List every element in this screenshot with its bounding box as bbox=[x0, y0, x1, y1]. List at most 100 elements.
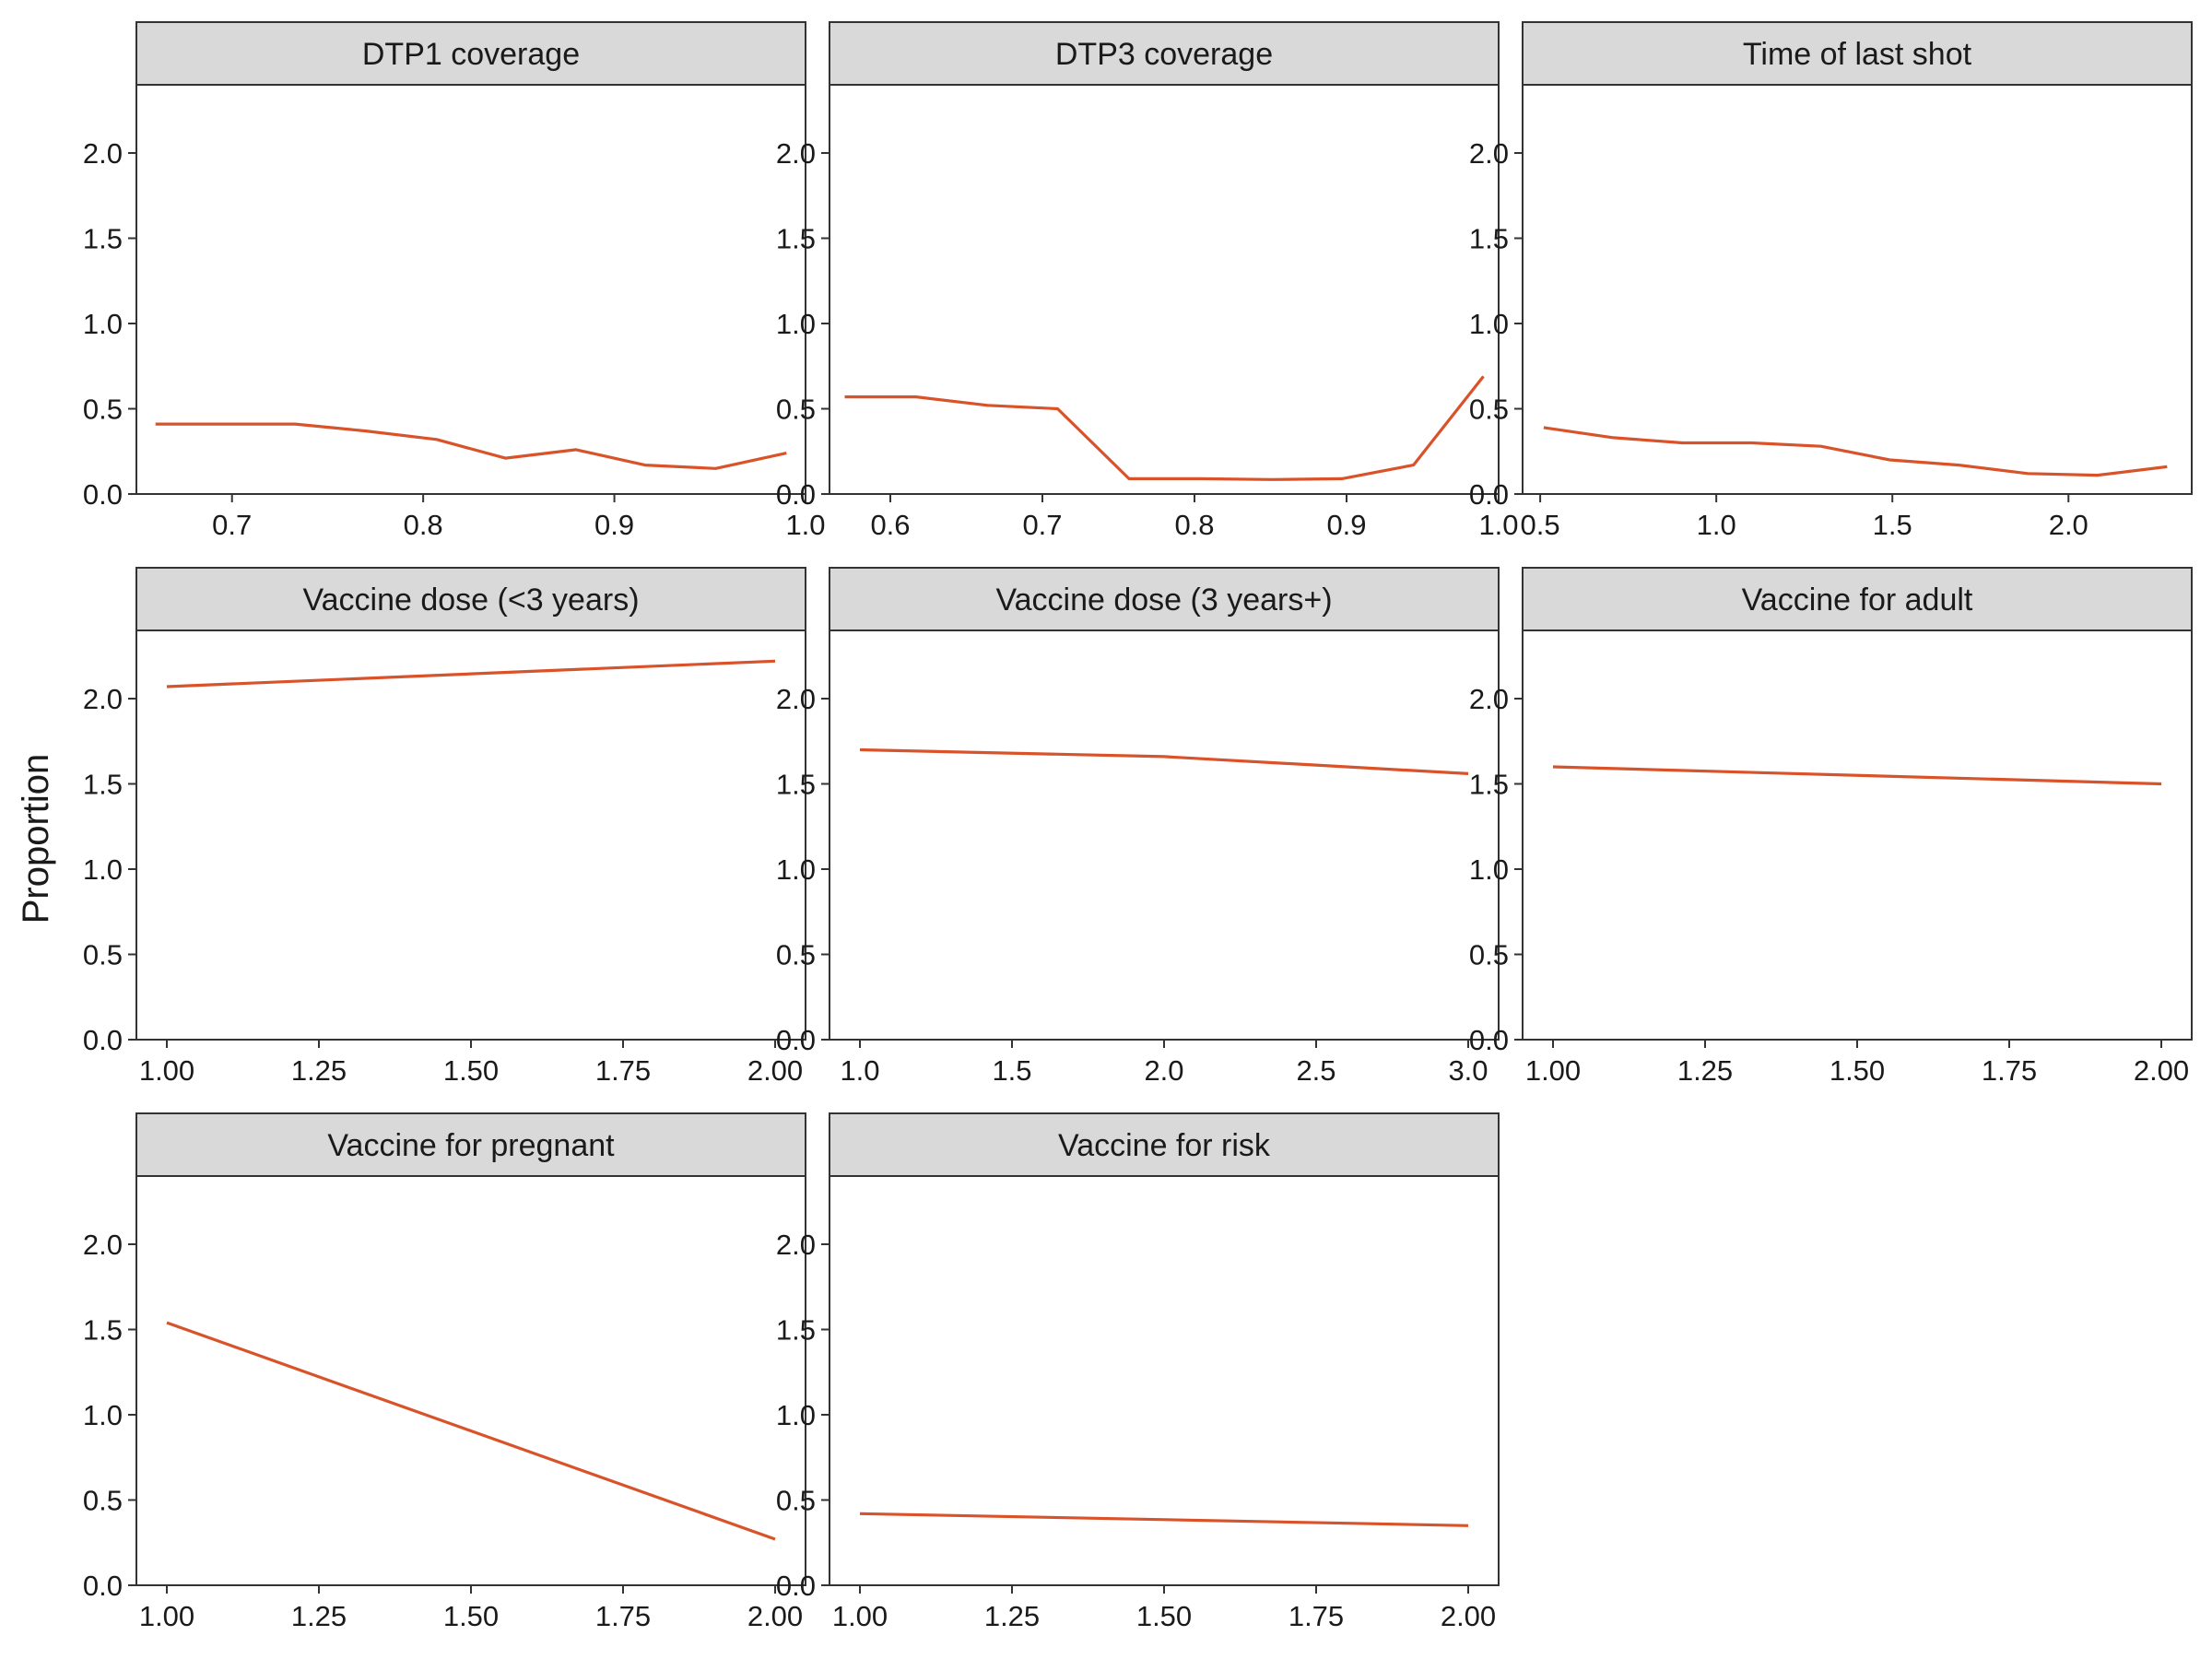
facet-strip-label: DTP3 coverage bbox=[1055, 37, 1273, 72]
facet-strip bbox=[1522, 21, 2193, 86]
facet-panel: Vaccine for adult 0.0 0.5 1.0 1.5 2.0 1.00 1.25… bbox=[1469, 567, 2193, 1087]
facet-panel: Vaccine for pregnant 0.0 0.5 1.0 1.5 2.0 1.00 1… bbox=[83, 1112, 806, 1632]
plot-panel bbox=[829, 84, 1500, 495]
x-tick-label: 1.00 bbox=[139, 1600, 194, 1632]
plot-panel bbox=[135, 84, 806, 495]
series-line bbox=[155, 422, 787, 470]
facet-strip bbox=[135, 1112, 806, 1177]
series-line bbox=[166, 1321, 776, 1541]
x-tick-label: 1.25 bbox=[984, 1600, 1040, 1632]
x-tick-label: 2.00 bbox=[2134, 1054, 2189, 1087]
y-tick-label: 0.0 bbox=[1469, 478, 1509, 511]
plot-panel bbox=[135, 1175, 806, 1586]
plot-panel bbox=[1522, 84, 2193, 495]
y-tick-label: 2.0 bbox=[83, 683, 123, 715]
x-tick-label: 1.50 bbox=[1830, 1054, 1885, 1087]
x-tick-label: 1.50 bbox=[443, 1054, 499, 1087]
x-tick-label: 2.0 bbox=[2049, 509, 2088, 541]
x-tick-label: 1.50 bbox=[443, 1600, 499, 1632]
y-tick-label: 0.0 bbox=[776, 1024, 816, 1056]
y-tick-label: 0.5 bbox=[776, 1485, 816, 1517]
y-tick-label: 2.0 bbox=[1469, 683, 1509, 715]
facet-strip bbox=[135, 567, 806, 631]
x-tick-label: 0.7 bbox=[212, 509, 252, 541]
facet-strip-label: Vaccine dose (<3 years) bbox=[302, 582, 639, 618]
y-tick-label: 1.5 bbox=[1469, 223, 1509, 255]
y-tick-label: 1.0 bbox=[776, 853, 816, 886]
y-axis-title: Proportion bbox=[16, 754, 56, 924]
facet-panel: DTP1 coverage 0.0 0.5 1.0 1.5 2.0 0.7 0.8 0.9 1.0 bbox=[83, 21, 826, 541]
y-tick-label: 0.0 bbox=[83, 1570, 123, 1602]
y-tick-label: 1.5 bbox=[776, 769, 816, 801]
y-tick-label: 0.5 bbox=[776, 394, 816, 426]
x-tick-label: 1.00 bbox=[139, 1054, 194, 1087]
facet-panel: Vaccine dose (<3 years) 0.0 0.5 1.0 1.5 2.0 1.… bbox=[83, 567, 806, 1087]
y-tick-label: 1.0 bbox=[83, 308, 123, 340]
series-line bbox=[859, 747, 1469, 775]
x-tick-label: 0.5 bbox=[1521, 509, 1560, 541]
plot-panel bbox=[1522, 629, 2193, 1041]
facet-strip bbox=[829, 567, 1500, 631]
y-tick-label: 1.5 bbox=[776, 1314, 816, 1347]
y-tick-label: 2.0 bbox=[776, 1229, 816, 1261]
facet-strip-label: DTP1 coverage bbox=[362, 37, 580, 72]
y-tick-label: 1.0 bbox=[83, 853, 123, 886]
y-tick-label: 2.0 bbox=[1469, 137, 1509, 170]
y-tick-label: 0.0 bbox=[83, 1024, 123, 1056]
x-tick-label: 3.0 bbox=[1448, 1054, 1488, 1087]
y-tick-label: 0.5 bbox=[83, 394, 123, 426]
y-tick-label: 1.5 bbox=[83, 1314, 123, 1347]
plot-panel bbox=[829, 1175, 1500, 1586]
plot-panel bbox=[829, 629, 1500, 1041]
y-tick-label: 2.0 bbox=[776, 683, 816, 715]
y-tick-label: 1.5 bbox=[83, 769, 123, 801]
y-tick-label: 1.0 bbox=[1469, 853, 1509, 886]
x-tick-label: 2.00 bbox=[747, 1600, 803, 1632]
facet-panel: DTP3 coverage 0.0 0.5 1.0 1.5 2.0 0.6 0.7 0.8 0.9… bbox=[776, 21, 1519, 541]
y-tick-label: 0.5 bbox=[1469, 394, 1509, 426]
x-tick-label: 1.25 bbox=[1677, 1054, 1733, 1087]
y-tick-label: 2.0 bbox=[776, 137, 816, 170]
x-tick-label: 0.9 bbox=[594, 509, 634, 541]
y-tick-label: 1.0 bbox=[776, 1399, 816, 1431]
y-tick-label: 0.5 bbox=[83, 1485, 123, 1517]
x-tick-label: 2.00 bbox=[747, 1054, 803, 1087]
x-tick-label: 1.75 bbox=[1982, 1054, 2037, 1087]
series-line bbox=[1543, 426, 2168, 477]
x-tick-label: 2.5 bbox=[1296, 1054, 1335, 1087]
x-tick-label: 1.0 bbox=[1478, 509, 1518, 541]
x-tick-label: 1.0 bbox=[840, 1054, 879, 1087]
y-tick-label: 1.5 bbox=[776, 223, 816, 255]
x-tick-label: 2.0 bbox=[1144, 1054, 1183, 1087]
y-tick-label: 1.0 bbox=[83, 1399, 123, 1431]
y-tick-label: 2.0 bbox=[83, 1229, 123, 1261]
x-tick-label: 0.7 bbox=[1022, 509, 1062, 541]
x-tick-label: 1.0 bbox=[785, 509, 825, 541]
facet-strip-label: Vaccine for adult bbox=[1742, 582, 1973, 618]
x-tick-label: 2.00 bbox=[1441, 1600, 1496, 1632]
facet-panel: Vaccine for risk 0.0 0.5 1.0 1.5 2.0 1.00 1.25 1… bbox=[776, 1112, 1500, 1632]
x-tick-label: 0.8 bbox=[404, 509, 443, 541]
x-tick-label: 1.00 bbox=[832, 1600, 888, 1632]
x-tick-label: 1.75 bbox=[595, 1054, 651, 1087]
facet-strip bbox=[135, 21, 806, 86]
x-tick-label: 1.75 bbox=[595, 1600, 651, 1632]
x-tick-label: 1.75 bbox=[1288, 1600, 1344, 1632]
y-tick-label: 0.5 bbox=[776, 939, 816, 971]
y-tick-label: 1.5 bbox=[1469, 769, 1509, 801]
facet-strip bbox=[1522, 567, 2193, 631]
x-tick-label: 1.00 bbox=[1525, 1054, 1581, 1087]
series-line bbox=[844, 375, 1485, 481]
x-tick-label: 1.50 bbox=[1136, 1600, 1192, 1632]
series-line bbox=[1552, 765, 2162, 786]
y-tick-label: 1.0 bbox=[1469, 308, 1509, 340]
y-tick-label: 1.0 bbox=[776, 308, 816, 340]
y-tick-label: 0.0 bbox=[83, 478, 123, 511]
x-tick-label: 0.9 bbox=[1326, 509, 1366, 541]
facet-strip-label: Vaccine dose (3 years+) bbox=[995, 582, 1332, 618]
y-tick-label: 0.5 bbox=[1469, 939, 1509, 971]
x-tick-label: 1.5 bbox=[992, 1054, 1031, 1087]
